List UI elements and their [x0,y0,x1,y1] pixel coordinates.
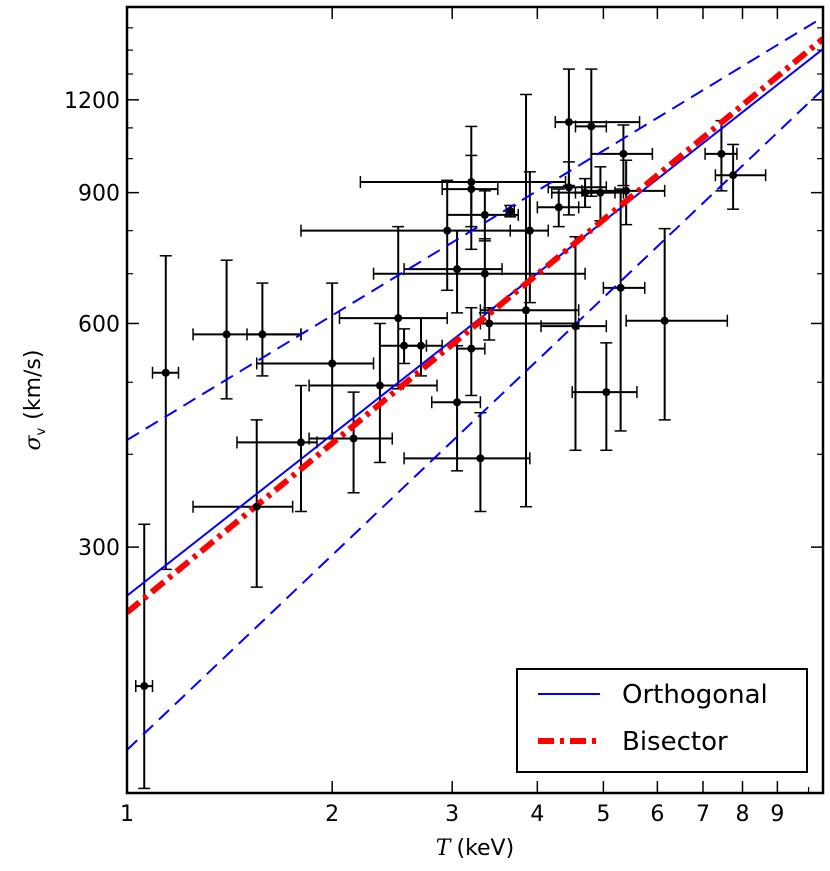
bisector-line [127,36,823,615]
x-axis-label: T (keV) [436,836,514,861]
data-point [622,186,631,195]
legend-box [516,668,808,773]
x-tick-label: 8 [736,802,750,827]
x-axis-unit: (keV) [456,836,514,861]
data-point [400,341,409,350]
x-tick-label: 9 [770,802,784,827]
x-tick-label: 3 [445,802,459,827]
data-point [602,388,611,397]
y-tick-label: 300 [78,536,120,561]
data-point [525,226,534,235]
legend-bisector-label: Bisector [622,727,728,757]
x-tick-label: 4 [530,802,544,827]
orthogonal-upper-bound-line [127,16,823,441]
y-tick-label: 600 [78,312,120,337]
data-point [729,171,738,180]
data-point [619,149,628,158]
data-point [596,188,605,197]
data-point [467,178,476,187]
data-point [443,226,452,235]
legend: Orthogonal Bisector [516,668,808,773]
y-tick-label: 1200 [64,89,120,114]
data-point [222,330,231,339]
data-point [660,316,669,325]
data-point [564,118,573,127]
data-point [394,314,403,323]
x-tick-label: 2 [325,802,339,827]
x-tick-label: 6 [650,802,664,827]
data-point [328,359,337,368]
x-tick-label: 7 [696,802,710,827]
data-point [375,381,384,390]
data-point [252,502,261,511]
data-point [467,344,476,353]
data-point [554,203,563,212]
data-point [416,341,425,350]
orthogonal-lower-bound-line [127,88,823,751]
data-point [616,283,625,292]
data-point [453,398,462,407]
plot-area [127,16,823,790]
data-point [581,188,590,197]
axis-ticks [126,7,823,793]
fit-lines [127,16,823,751]
data-point [296,438,305,447]
legend-orthogonal-label: Orthogonal [622,680,768,710]
data-point [717,149,726,158]
data-point [564,183,573,192]
x-axis-symbol: T [436,836,453,861]
data-point [522,306,531,315]
data-point [140,682,149,691]
data-point [467,185,476,194]
data-point [349,434,358,443]
y-axis-subscript: v [34,427,49,435]
data-points [140,118,738,691]
y-axis-symbol: σ [21,434,46,450]
plot-frame [125,5,825,795]
data-point [258,330,267,339]
y-tick-label: 900 [78,182,120,207]
y-axis-label: σv (km/s) [21,350,49,451]
data-point [161,368,170,377]
data-point [476,454,485,463]
data-point [480,210,489,219]
x-tick-label: 5 [596,802,610,827]
data-point [506,207,515,216]
data-point [571,322,580,331]
axis-tick-labels: 1 2 3 4 5 6 7 8 9 300 600 900 1200 [64,89,784,827]
data-point [480,269,489,278]
x-tick-label: 1 [120,802,134,827]
y-axis-unit: (km/s) [21,350,46,420]
data-point [485,319,494,328]
data-point [453,265,462,274]
data-point [587,122,596,131]
